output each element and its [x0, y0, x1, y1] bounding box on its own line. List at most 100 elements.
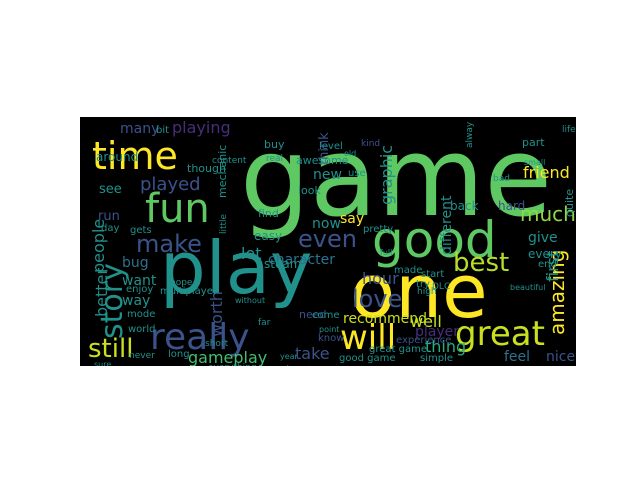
- word-never: never: [129, 351, 155, 361]
- word-lot: lot: [241, 244, 262, 263]
- word-long: long: [168, 349, 190, 360]
- word-every: every: [528, 247, 562, 261]
- word-almost: almost: [281, 365, 312, 366]
- word-story: story: [95, 263, 130, 339]
- word-great-game: great game: [369, 344, 427, 355]
- word-mode: mode: [127, 309, 155, 320]
- word-multiplayer: multiplayer: [160, 286, 218, 297]
- word-gameplay: gameplay: [188, 348, 267, 366]
- word-simple: simple: [420, 353, 453, 364]
- word-one: one: [350, 249, 488, 335]
- word-friend: friend: [523, 163, 570, 182]
- word-without: without: [235, 296, 265, 305]
- word-bad: bad: [493, 174, 510, 184]
- word-now: now: [312, 216, 341, 232]
- word-know: know: [318, 333, 344, 344]
- word-short: short: [205, 339, 229, 349]
- word-full: full: [380, 248, 392, 257]
- word-beautiful: beautiful: [510, 283, 545, 292]
- word-still: still: [88, 334, 133, 364]
- word-enjoy: enjoy: [126, 284, 153, 295]
- word-year: year: [280, 352, 299, 361]
- word-much: much: [520, 202, 576, 226]
- word-character: character: [268, 252, 335, 268]
- word-though: though: [187, 162, 226, 175]
- word-want: want: [122, 273, 157, 289]
- word-playing: playing: [172, 118, 231, 137]
- word-sure: sure: [94, 360, 111, 366]
- word-better: better: [92, 268, 111, 317]
- word-feel: feel: [504, 349, 530, 365]
- word-steam: steam: [264, 257, 301, 271]
- word-thing: thing: [425, 337, 466, 356]
- word-recommend: recommend: [343, 311, 427, 327]
- word-played: played: [140, 174, 201, 195]
- word-experience: experience: [396, 335, 451, 346]
- word-try: try: [416, 279, 430, 290]
- word-start: start: [421, 269, 444, 280]
- word-find: find: [258, 207, 279, 220]
- word-use: use: [348, 168, 366, 179]
- word-dlc: DLC: [432, 282, 450, 292]
- word-graphic: graphic: [377, 145, 396, 205]
- word-really: really: [150, 317, 250, 358]
- word-hope: hope: [170, 278, 193, 288]
- word-end: end: [538, 259, 557, 270]
- word-best: best: [453, 248, 509, 278]
- word-gets: gets: [130, 225, 152, 236]
- word-hard: hard: [498, 199, 525, 213]
- word-good: good: [372, 211, 497, 269]
- word-little: little: [219, 213, 229, 234]
- word-point: point: [319, 325, 339, 334]
- word-back: back: [450, 199, 479, 213]
- word-easy: easy: [254, 229, 282, 243]
- word-everything: everything: [208, 363, 257, 366]
- word-high: high: [417, 287, 437, 297]
- word-worth: worth: [207, 291, 226, 337]
- word-give: give: [528, 230, 558, 246]
- word-first: first: [543, 251, 562, 282]
- word-far: far: [258, 318, 271, 328]
- word-mechanic: mechanic: [216, 145, 229, 198]
- word-content: content: [212, 156, 247, 166]
- word-see: see: [99, 182, 122, 197]
- word-time: time: [92, 134, 178, 178]
- word-great: great: [455, 314, 545, 354]
- word-people: people: [89, 219, 108, 273]
- word-come: come: [312, 310, 340, 321]
- word-well: well: [410, 312, 442, 331]
- word-need: need: [299, 308, 327, 321]
- word-say: say: [340, 211, 364, 227]
- word-run: run: [98, 209, 120, 224]
- word-buy: buy: [264, 138, 285, 151]
- word-game: game: [240, 117, 552, 241]
- word-bug: bug: [122, 255, 149, 271]
- word-world: world: [128, 324, 156, 335]
- word-new: new: [313, 167, 342, 183]
- word-play: play: [160, 226, 312, 310]
- word-good-game: good game: [339, 353, 395, 364]
- word-look: look: [298, 184, 322, 197]
- word-think: think: [317, 132, 332, 165]
- word-alway: alway: [465, 121, 475, 148]
- word-way: way: [122, 293, 150, 309]
- word-even: even: [298, 225, 357, 253]
- word-cloud: game play one good time fun really story will gre…: [80, 117, 576, 366]
- word-player: player: [415, 324, 459, 340]
- word-will: will: [340, 318, 396, 358]
- word-different: different: [439, 195, 455, 255]
- word-day: day: [101, 223, 119, 234]
- word-fun: fun: [145, 186, 210, 232]
- word-life: life: [562, 125, 576, 135]
- word-real: real: [266, 154, 283, 164]
- word-level: level: [319, 141, 343, 152]
- word-awesome: awesome: [296, 154, 349, 167]
- word-old: old: [344, 149, 356, 158]
- word-amazing: amazing: [545, 250, 569, 335]
- word-many: many: [120, 121, 159, 137]
- word-small: small: [524, 158, 545, 167]
- word-bit: bit: [156, 125, 169, 136]
- word-around: around: [96, 150, 138, 164]
- word-part: part: [522, 136, 545, 149]
